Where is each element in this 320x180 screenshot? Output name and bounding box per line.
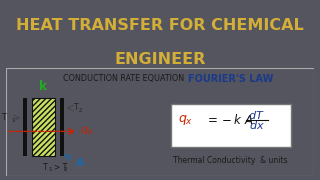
Text: A: A [76, 158, 85, 168]
Text: k: k [39, 80, 47, 93]
Text: 1: 1 [48, 167, 52, 172]
Text: T: T [2, 113, 6, 122]
Text: ENGINEER: ENGINEER [114, 51, 206, 67]
Text: 2: 2 [64, 167, 68, 172]
Text: > T: > T [54, 163, 67, 172]
Bar [60, 98, 64, 156]
Text: T: T [74, 103, 78, 112]
Text: $q_x$: $q_x$ [179, 113, 194, 127]
Bar [23, 98, 27, 156]
Text: $q_x$: $q_x$ [80, 125, 94, 137]
Text: $dx$: $dx$ [249, 119, 265, 131]
Bar [171, 104, 291, 147]
Text: 2: 2 [79, 108, 82, 113]
Text: CONDUCTION RATE EQUATION: CONDUCTION RATE EQUATION [63, 74, 184, 83]
Text: T: T [43, 163, 47, 172]
Text: $dT$: $dT$ [248, 109, 265, 121]
Text: FOURIER'S LAW: FOURIER'S LAW [188, 75, 273, 84]
Text: Thermal Conductivity  & units: Thermal Conductivity & units [173, 156, 288, 165]
Text: $= -k\ A$: $= -k\ A$ [204, 113, 253, 127]
Text: 1: 1 [12, 118, 15, 123]
Bar [32, 98, 55, 156]
Text: HEAT TRANSFER FOR CHEMICAL: HEAT TRANSFER FOR CHEMICAL [16, 18, 304, 33]
